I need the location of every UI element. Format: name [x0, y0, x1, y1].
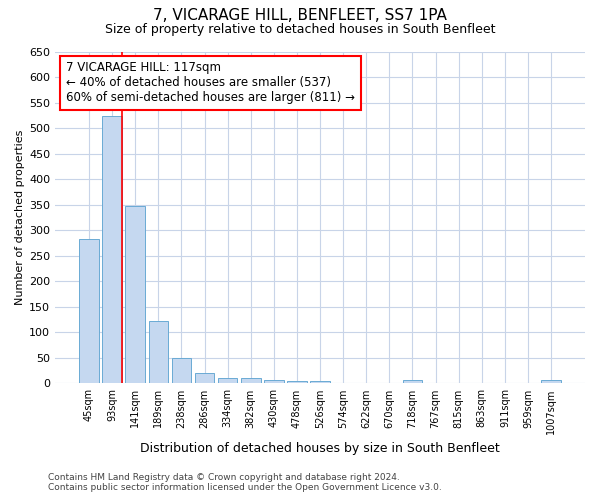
Bar: [541, 380, 561, 384]
Bar: [195, 373, 214, 384]
Bar: [149, 320, 168, 384]
Bar: [241, 378, 260, 384]
Bar: [287, 381, 307, 384]
Bar: [218, 378, 238, 384]
Text: Contains HM Land Registry data © Crown copyright and database right 2024.
Contai: Contains HM Land Registry data © Crown c…: [48, 473, 442, 492]
Bar: [403, 380, 422, 384]
Bar: [172, 358, 191, 384]
X-axis label: Distribution of detached houses by size in South Benfleet: Distribution of detached houses by size …: [140, 442, 500, 455]
Bar: [125, 206, 145, 384]
Text: Size of property relative to detached houses in South Benfleet: Size of property relative to detached ho…: [105, 22, 495, 36]
Bar: [310, 381, 330, 384]
Bar: [264, 380, 284, 384]
Bar: [103, 116, 122, 384]
Y-axis label: Number of detached properties: Number of detached properties: [15, 130, 25, 305]
Text: 7, VICARAGE HILL, BENFLEET, SS7 1PA: 7, VICARAGE HILL, BENFLEET, SS7 1PA: [153, 8, 447, 22]
Bar: [79, 239, 99, 384]
Text: 7 VICARAGE HILL: 117sqm
← 40% of detached houses are smaller (537)
60% of semi-d: 7 VICARAGE HILL: 117sqm ← 40% of detache…: [66, 62, 355, 104]
